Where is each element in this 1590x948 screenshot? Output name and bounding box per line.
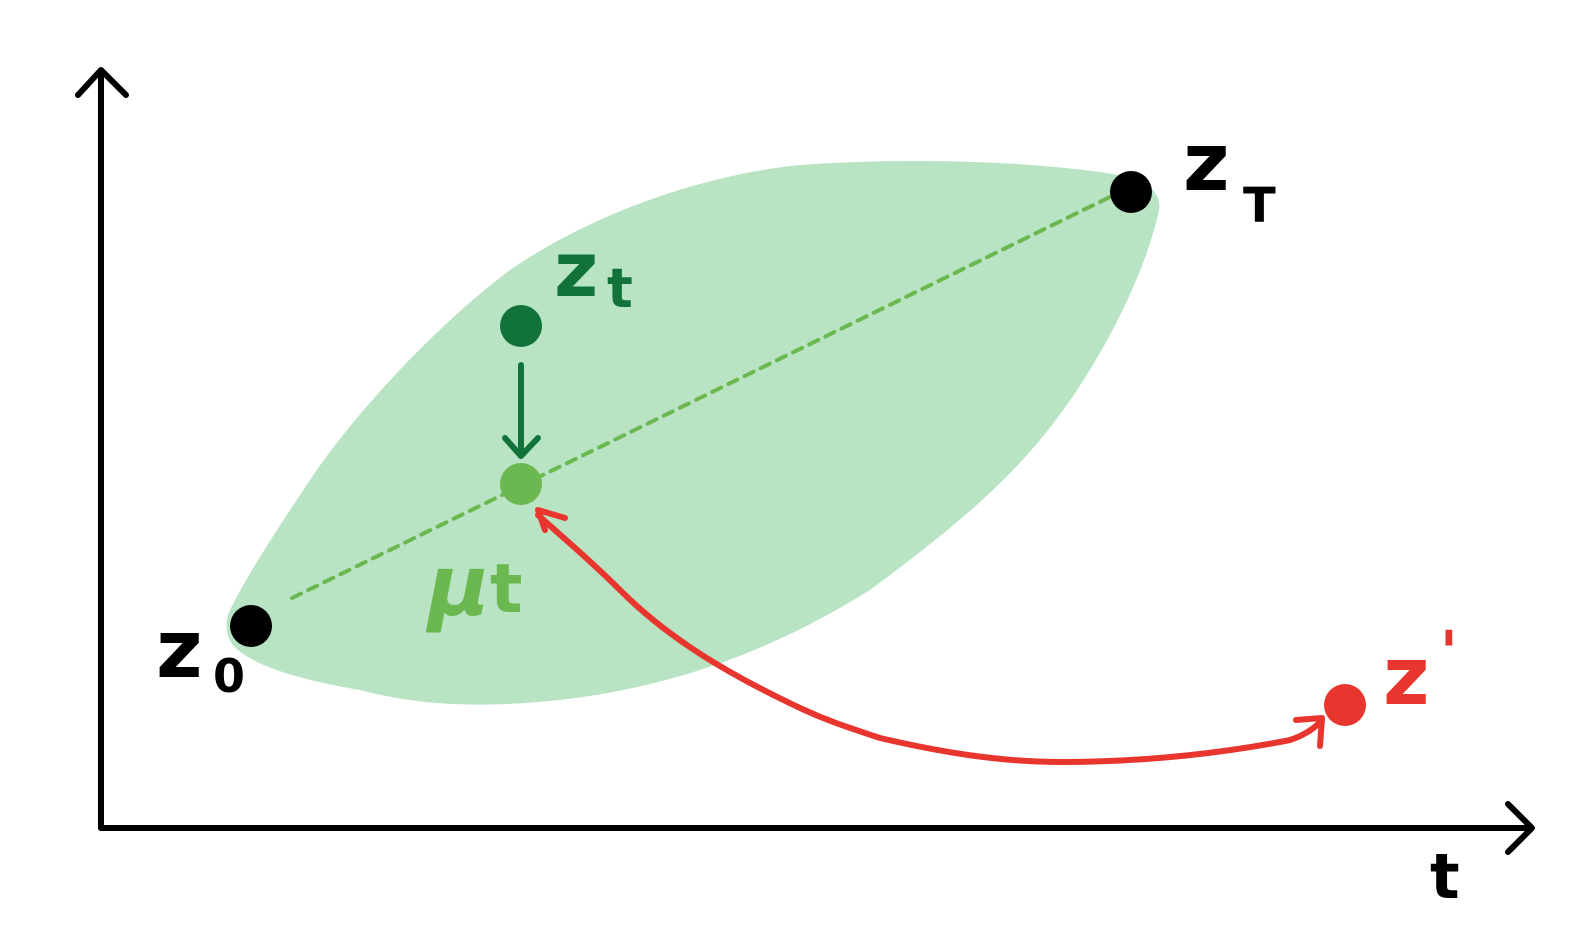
zT-label-main: z <box>1183 116 1230 209</box>
y-axis-arrowhead <box>75 67 129 98</box>
zprime-label: z ' <box>1383 618 1458 723</box>
mut-label: μ t <box>425 537 523 635</box>
z0-label-main: z <box>156 603 203 696</box>
z0-label-subscript: 0 <box>213 649 245 703</box>
zprime-arrow-head-lower <box>1293 715 1325 749</box>
x-axis-label: t <box>1430 840 1460 913</box>
distribution-region <box>226 160 1160 705</box>
zprime-label-main: z <box>1383 630 1430 723</box>
zprime-label-prime: ' <box>1440 618 1458 686</box>
zt-label: z t <box>554 225 633 320</box>
mut-label-subscript: t <box>490 550 523 629</box>
zprime-to-mut-arrow <box>535 507 1325 765</box>
zprime-point <box>1324 684 1366 726</box>
zt-point <box>500 305 542 347</box>
mut-label-main: μ <box>425 537 490 635</box>
zt-to-mut-arrow <box>502 362 541 459</box>
zT-label-subscript: T <box>1243 178 1276 234</box>
zprime-arrow-head-upper <box>535 507 568 533</box>
z0-label: z 0 <box>156 603 245 703</box>
zt-label-main: z <box>554 225 598 314</box>
mean-path-dashed-line <box>290 191 1120 600</box>
mut-point <box>500 463 542 505</box>
zT-label: z T <box>1183 116 1276 234</box>
zT-point <box>1110 171 1152 213</box>
x-axis-arrowhead <box>1505 801 1535 855</box>
axes: t <box>75 67 1535 913</box>
z0-point <box>230 605 272 647</box>
zprime-arrow-curve <box>535 512 1325 765</box>
zt-arrow-head <box>502 435 541 459</box>
zt-label-subscript: t <box>607 257 633 320</box>
